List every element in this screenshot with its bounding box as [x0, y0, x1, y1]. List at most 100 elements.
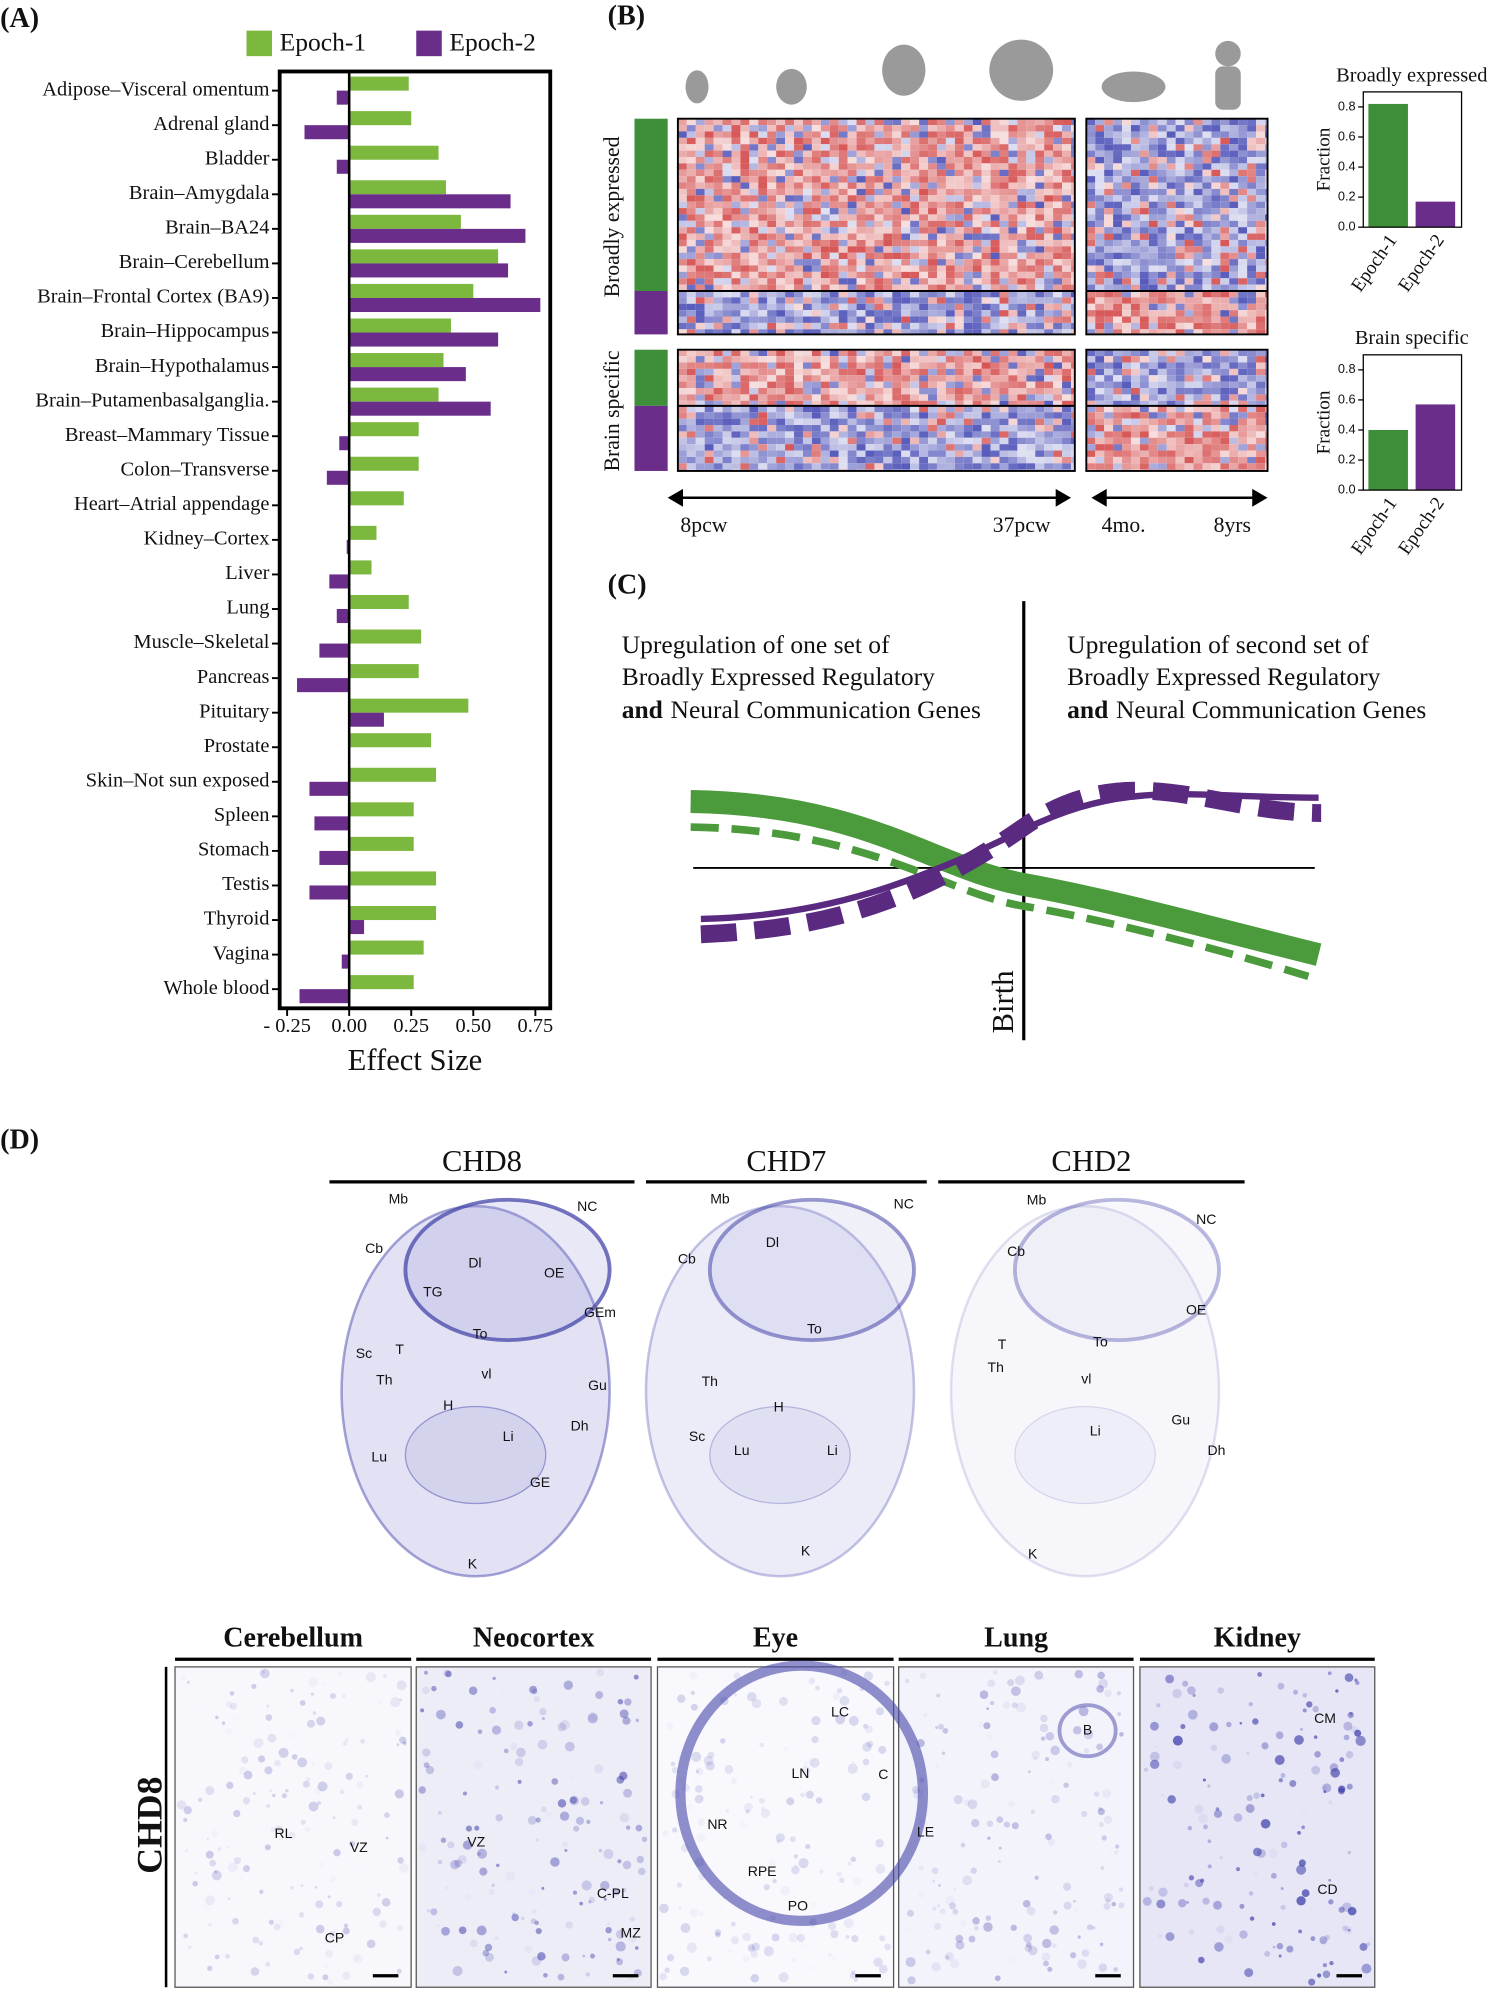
- heat-cell: [811, 322, 821, 330]
- heat-cell: [936, 375, 946, 382]
- heat-cell: [847, 322, 857, 330]
- heat-cell: [1053, 388, 1063, 395]
- heat-cell: [1157, 131, 1167, 138]
- heat-cell: [1062, 381, 1071, 389]
- section-liver: [1014, 1405, 1156, 1505]
- heat-cell: [722, 176, 732, 183]
- heat-cell: [811, 412, 821, 419]
- stain-dot: [678, 1906, 682, 1910]
- heat-cell: [785, 322, 795, 330]
- heat-cell: [901, 418, 911, 426]
- heat-cell: [713, 233, 723, 240]
- heat-cell: [1211, 182, 1221, 189]
- heat-cell: [1238, 329, 1248, 335]
- heat-cell: [749, 150, 759, 157]
- heat-cell: [820, 394, 830, 401]
- heat-cell: [776, 137, 786, 145]
- heat-cell: [1053, 291, 1063, 298]
- heat-cell: [999, 456, 1009, 464]
- heat-cell: [963, 278, 973, 285]
- heat-cell: [1256, 316, 1265, 323]
- heat-cell: [1148, 375, 1158, 382]
- heat-cell: [1184, 303, 1194, 311]
- heat-cell: [740, 278, 750, 285]
- heat-cell: [1017, 144, 1027, 151]
- heat-cell: [704, 303, 714, 311]
- heat-cell: [919, 412, 929, 419]
- stain-dot: [418, 1843, 427, 1852]
- heat-cell: [874, 137, 884, 145]
- stain-dot: [778, 1972, 789, 1983]
- heat-cell: [1026, 201, 1036, 209]
- heat-cell: [919, 214, 929, 221]
- heat-cell: [820, 463, 830, 470]
- stain-dot: [290, 1688, 294, 1693]
- heat-cell: [1175, 437, 1185, 445]
- heat-cell: [990, 310, 1000, 317]
- stain-dot: [243, 1770, 253, 1780]
- heat-cell: [1053, 418, 1063, 426]
- heat-cell: [1193, 329, 1203, 335]
- stain-dot: [199, 1819, 207, 1827]
- heat-cell: [776, 316, 786, 323]
- heat-cell: [1035, 265, 1045, 272]
- heat-cell: [731, 214, 741, 221]
- heat-cell: [713, 227, 723, 234]
- heat-cell: [936, 329, 946, 335]
- heat-cell: [1070, 118, 1075, 126]
- stain-dot: [600, 1880, 610, 1891]
- heat-cell: [820, 437, 830, 445]
- heat-cell: [811, 362, 821, 369]
- stain-dot: [839, 1695, 850, 1706]
- heat-cell: [704, 227, 714, 234]
- heat-cell: [1035, 131, 1045, 138]
- heat-cell: [722, 169, 732, 177]
- stain-dot: [1104, 1892, 1113, 1902]
- heat-cell: [1122, 456, 1131, 464]
- heat-cell: [919, 362, 929, 369]
- stain-dot: [1045, 1757, 1050, 1762]
- heat-cell: [686, 297, 696, 304]
- heat-cell: [910, 297, 920, 304]
- stain-dot: [1296, 1896, 1306, 1906]
- heat-cell: [1175, 252, 1185, 260]
- stain-dot: [550, 1857, 560, 1867]
- heat-cell: [722, 310, 732, 317]
- heat-cell: [1220, 450, 1230, 457]
- heat-cell: [1095, 375, 1105, 382]
- stain-dot: [332, 1816, 336, 1820]
- heat-cell: [990, 362, 1000, 369]
- heat-cell: [1238, 356, 1248, 363]
- heat-cell: [1193, 265, 1203, 272]
- heat-cell: [1104, 400, 1114, 406]
- heat-cell: [1157, 259, 1167, 266]
- heat-cell: [936, 163, 946, 170]
- heat-cell: [910, 208, 920, 215]
- heat-cell: [954, 220, 964, 228]
- heat-cell: [820, 125, 830, 132]
- heat-cell: [1139, 278, 1149, 285]
- stain-dot: [516, 1747, 526, 1758]
- heat-cell: [874, 437, 884, 445]
- stain-dot: [452, 1965, 463, 1977]
- stain-dot: [875, 1864, 886, 1874]
- heat-cell: [1238, 437, 1248, 445]
- heat-cell: [1130, 303, 1140, 311]
- heat-cell: [1175, 259, 1185, 266]
- heat-cell: [910, 303, 920, 311]
- heat-cell: [945, 388, 955, 395]
- heat-cell: [749, 437, 759, 445]
- heat-cell: [1193, 169, 1203, 177]
- stain-dot: [569, 1795, 580, 1806]
- heat-cell: [776, 362, 786, 369]
- heat-cell: [758, 182, 768, 189]
- stain-dot: [1072, 1899, 1076, 1903]
- heat-cell: [847, 246, 857, 253]
- stain-dot: [1264, 1950, 1271, 1957]
- stain-dot: [1221, 1754, 1231, 1764]
- heat-cell: [874, 425, 884, 432]
- heat-cell: [731, 265, 741, 272]
- heat-cell: [883, 418, 893, 426]
- stain-dot: [1328, 1878, 1332, 1882]
- stain-dot: [1302, 1692, 1308, 1698]
